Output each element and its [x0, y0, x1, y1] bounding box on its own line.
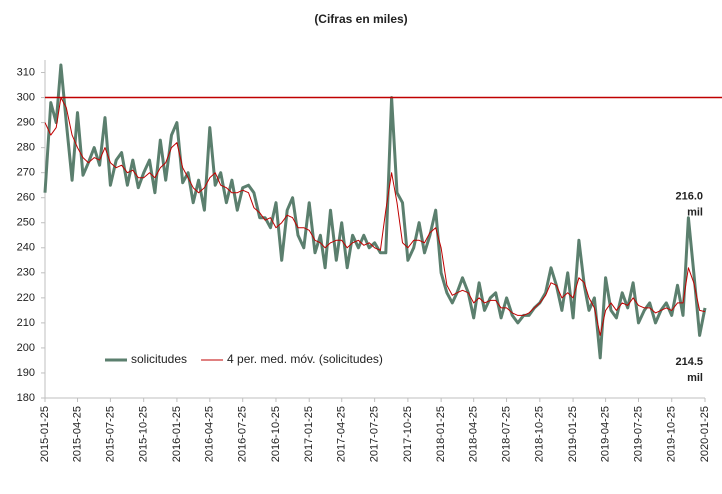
y-tick-label: 300	[17, 91, 35, 103]
x-tick-label: 2015-04-25	[71, 406, 83, 462]
x-tick-label: 2017-10-25	[402, 406, 414, 462]
x-tick-label: 2016-04-25	[204, 406, 216, 462]
series-line	[43, 63, 707, 360]
x-tick-label: 2017-07-25	[369, 406, 381, 462]
x-tick-label: 2016-07-25	[237, 406, 249, 462]
x-tick-label: 2017-04-25	[336, 406, 348, 462]
x-tick-label: 2017-01-25	[303, 406, 315, 462]
y-tick-label: 240	[17, 242, 35, 254]
y-tick-label: 270	[17, 167, 35, 179]
x-tick-label: 2019-04-25	[600, 406, 612, 462]
y-tick-label: 260	[17, 192, 35, 204]
x-tick-label: 2019-10-25	[666, 406, 678, 462]
y-tick-label: 230	[17, 267, 35, 279]
x-tick-label: 2019-01-25	[567, 406, 579, 462]
legend-label: solicitudes	[131, 352, 187, 366]
y-tick-label: 310	[17, 66, 35, 78]
annotation: mil	[687, 207, 703, 219]
y-tick-label: 290	[17, 116, 35, 128]
series-line	[44, 97, 706, 336]
x-tick-label: 2018-04-25	[468, 406, 480, 462]
chart-title: (Cifras en miles)	[314, 12, 407, 26]
x-tick-label: 2016-01-25	[171, 406, 183, 462]
legend-label: 4 per. med. móv. (solicitudes)	[227, 352, 383, 366]
x-tick-label: 2018-10-25	[534, 406, 546, 462]
y-tick-label: 250	[17, 217, 35, 229]
annotation: 216.0	[675, 191, 703, 203]
y-tick-label: 210	[17, 317, 35, 329]
y-tick-label: 200	[17, 342, 35, 354]
x-tick-label: 2015-10-25	[138, 406, 150, 462]
annotation: mil	[687, 372, 703, 384]
y-tick-label: 280	[17, 142, 35, 154]
x-tick-label: 2015-07-25	[104, 406, 116, 462]
x-tick-label: 2020-01-25	[699, 406, 711, 462]
y-tick-label: 180	[17, 392, 35, 404]
x-tick-label: 2019-07-25	[632, 406, 644, 462]
x-tick-label: 2016-10-25	[270, 406, 282, 462]
x-tick-label: 2018-01-25	[435, 406, 447, 462]
x-tick-label: 2018-07-25	[500, 406, 512, 462]
y-tick-label: 190	[17, 367, 35, 379]
annotation: 214.5	[675, 356, 703, 368]
x-tick-label: 2015-01-25	[39, 406, 51, 462]
y-tick-label: 220	[17, 292, 35, 304]
